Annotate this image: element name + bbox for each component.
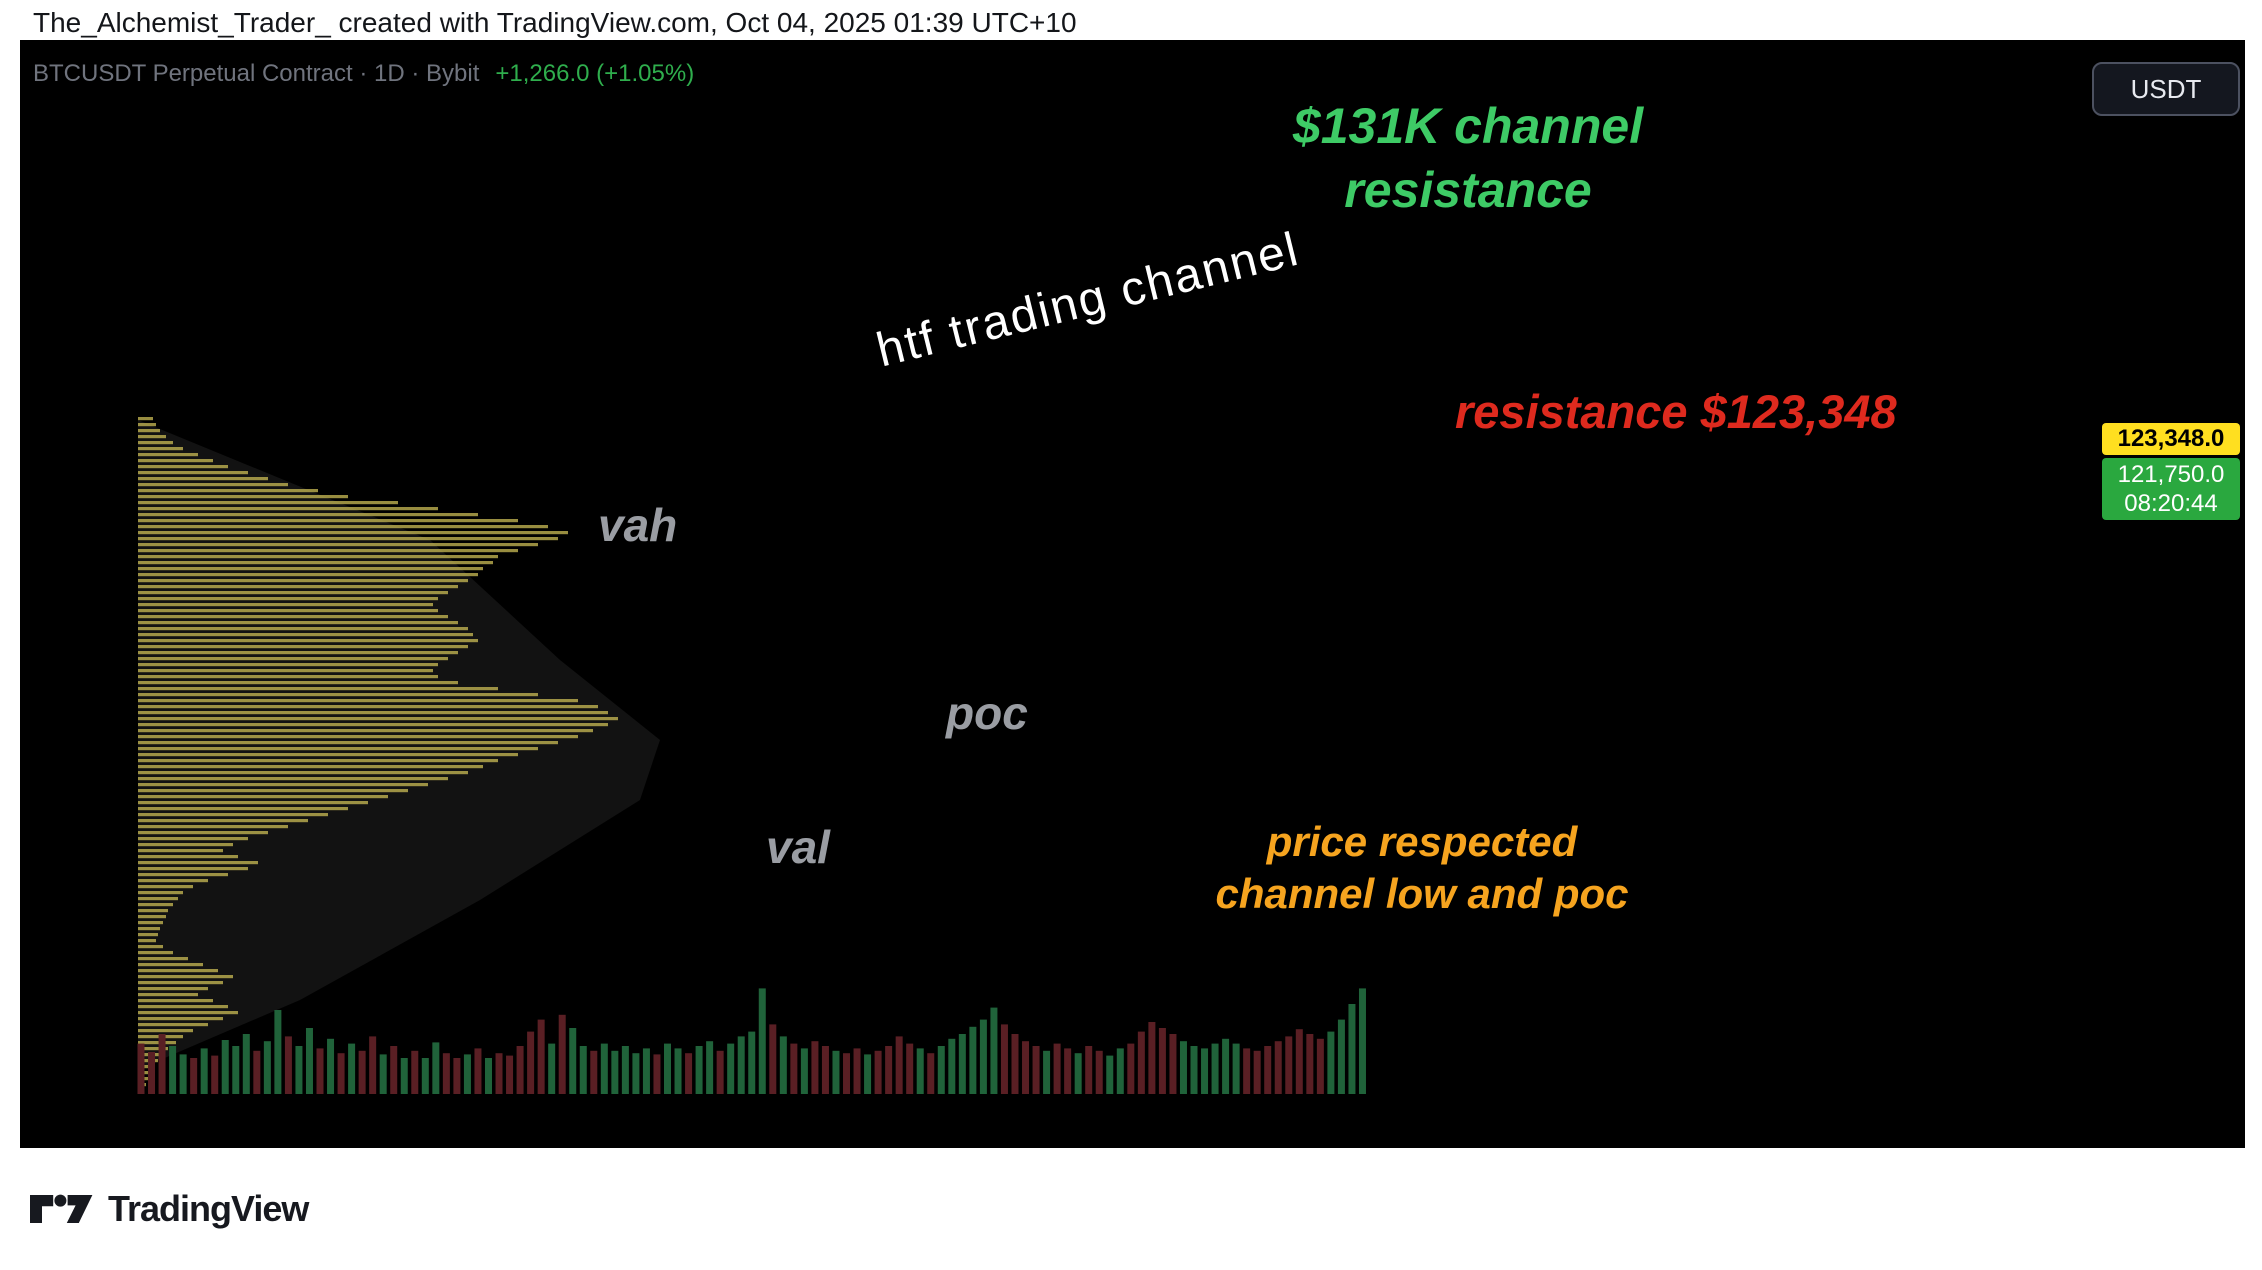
131k-target-line1: $131K channel [1292, 98, 1644, 154]
resistance-level-label[interactable]: resistance $123,348 [1455, 385, 1897, 438]
131k-target-label[interactable]: $131K channel resistance [1293, 94, 1643, 222]
price-respected-label[interactable]: price respected channel low and poc [1215, 816, 1628, 920]
attribution-text: The_Alchemist_Trader_ created with Tradi… [33, 7, 1077, 38]
time-axis[interactable] [20, 1096, 2245, 1148]
volume-profile-shade [138, 420, 660, 1070]
price-axis[interactable]: 123,348.0 121,750.0 08:20:44 [2099, 40, 2245, 1148]
tradingview-footer-logo[interactable]: TradingView [30, 1188, 309, 1230]
currency-unit-button[interactable]: USDT [2092, 62, 2240, 116]
price-respected-line1: price respected [1266, 818, 1578, 865]
alert-price-badge[interactable]: 123,348.0 [2102, 423, 2240, 455]
symbol-change: +1,266.0 (+1.05%) [495, 60, 695, 87]
bar-countdown: 08:20:44 [2124, 490, 2218, 517]
price-respected-line2: channel low and poc [1215, 870, 1629, 918]
poc-label[interactable]: poc [946, 687, 1028, 739]
last-price-badge: 121,750.0 08:20:44 [2102, 458, 2240, 520]
symbol-header: BTCUSDT Perpetual Contract · 1D · Bybit +… [33, 60, 694, 88]
vah-label[interactable]: vah [598, 499, 678, 551]
val-label[interactable]: val [766, 821, 830, 873]
symbol-title: BTCUSDT Perpetual Contract · 1D · Bybit [33, 60, 480, 87]
131k-target-line2: resistance [1344, 162, 1592, 218]
tradingview-wordmark: TradingView [108, 1188, 309, 1229]
tradingview-logo-icon [30, 1194, 93, 1223]
last-price-value: 121,750.0 [2117, 461, 2225, 488]
